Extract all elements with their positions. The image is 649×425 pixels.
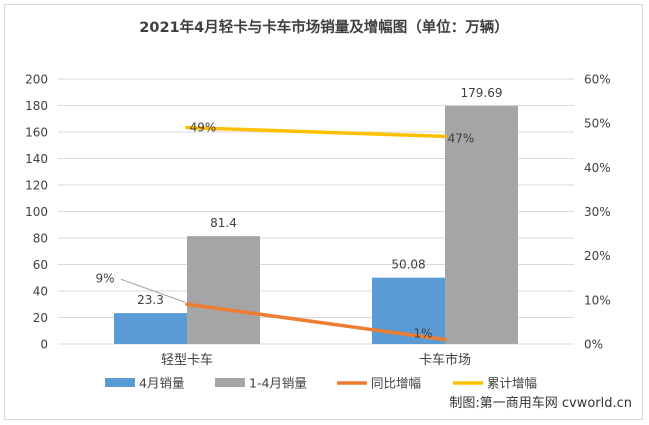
combo-chart: 2021年4月轻卡与卡车市场销量及增幅图（单位：万辆） 0 20 40 60 80 100 1… (25, 18, 611, 391)
x-tick-label: 卡车市场 (419, 352, 471, 368)
bar-data-label: 50.08 (391, 258, 425, 272)
line-data-label: 1% (413, 327, 432, 341)
legend-swatch (215, 378, 245, 387)
y-left-tick-label: 180 (25, 99, 48, 113)
y-left-tick-label: 40 (33, 285, 48, 299)
y-left-tick-label: 0 (40, 338, 48, 352)
x-tick-label: 轻型卡车 (161, 352, 213, 368)
chart-frame: 2021年4月轻卡与卡车市场销量及增幅图（单位：万辆） 0 20 40 60 80 100 1… (4, 4, 643, 420)
y-left-tick-label: 20 (33, 311, 48, 325)
bar-data-label: 23.3 (137, 293, 164, 307)
y-right-tick-label: 0% (584, 338, 603, 352)
y-left-tick-label: 200 (25, 73, 48, 87)
y-left-tick-label: 80 (33, 232, 48, 246)
legend-swatch (105, 378, 135, 387)
bar (187, 236, 260, 344)
line-data-label: 47% (448, 131, 475, 145)
series-line (185, 125, 447, 139)
bar (114, 313, 187, 344)
y-right-tick-label: 40% (584, 161, 611, 175)
chart-title: 2021年4月轻卡与卡车市场销量及增幅图（单位：万辆） (139, 18, 508, 36)
bar-data-label: 179.69 (461, 86, 503, 100)
data-label-leader-line (120, 278, 186, 303)
legend-label: 累计增幅 (487, 376, 537, 391)
y-right-tick-label: 30% (584, 205, 611, 219)
y-right-tick-label: 10% (584, 293, 611, 307)
legend-label: 4月销量 (139, 376, 184, 391)
y-right-tick-label: 60% (584, 73, 611, 87)
y-left-tick-label: 120 (25, 179, 48, 193)
y-left-tick-label: 140 (25, 152, 48, 166)
line-data-label: 49% (190, 121, 217, 135)
legend-label: 1-4月销量 (249, 376, 307, 391)
line-data-label: 9% (95, 271, 114, 285)
y-left-tick-label: 160 (25, 126, 48, 140)
y-right-tick-label: 20% (584, 249, 611, 263)
y-left-tick-label: 100 (25, 205, 48, 219)
y-left-tick-label: 60 (33, 258, 48, 272)
y-right-tick-label: 50% (584, 117, 611, 131)
legend-label: 同比增幅 (371, 376, 421, 391)
bar (445, 105, 518, 344)
series-line (185, 302, 447, 342)
bar-data-label: 81.4 (210, 216, 237, 230)
credit-text: 制图:第一商用车网 cvworld.cn (449, 396, 632, 411)
